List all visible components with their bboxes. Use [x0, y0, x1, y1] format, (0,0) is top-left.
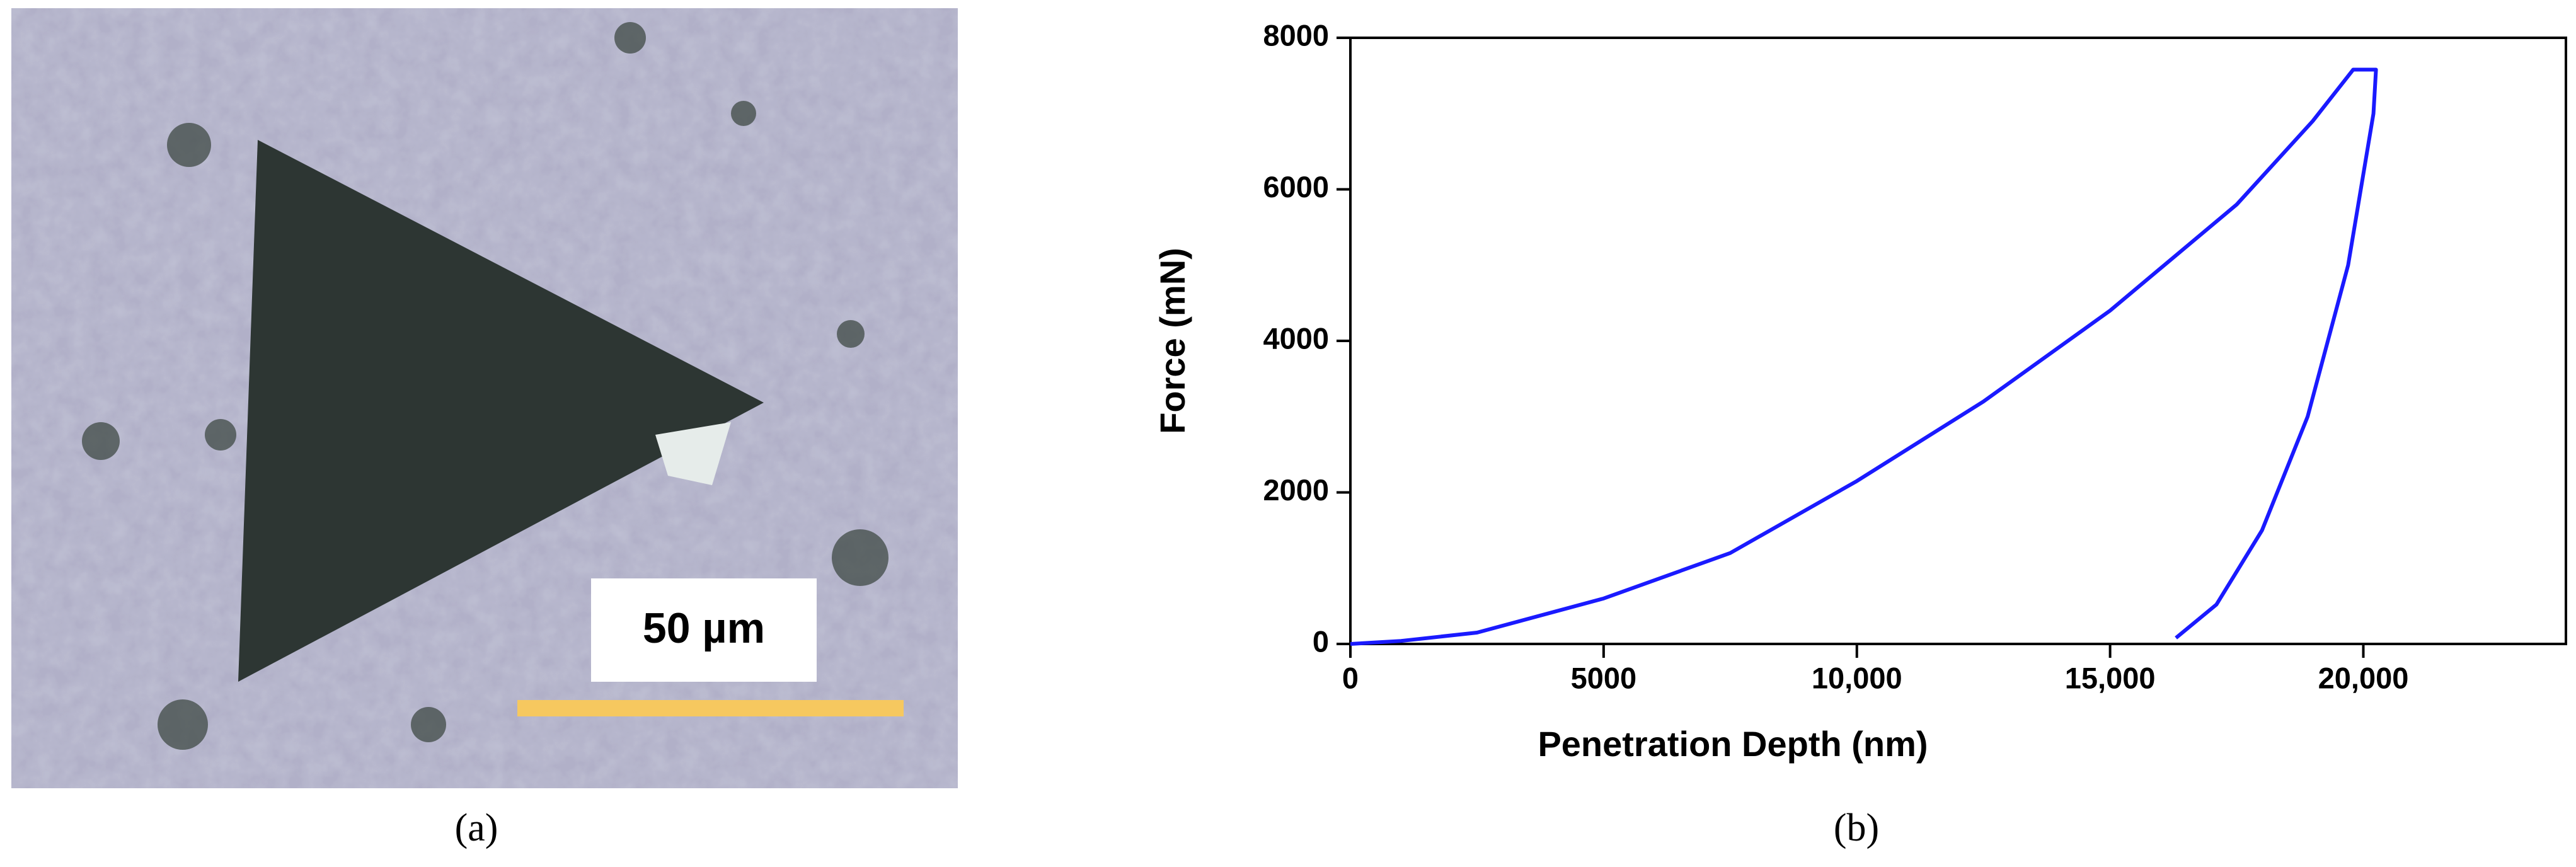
x-tick-label: 15,000 — [2065, 661, 2156, 694]
y-tick-label: 4000 — [1263, 321, 1329, 355]
y-tick-label: 8000 — [1263, 18, 1329, 52]
plot-frame — [1349, 37, 2567, 645]
x-tick-label: 10,000 — [1812, 661, 1902, 694]
indent-chip — [655, 422, 731, 485]
y-axis-label: Force (mN) — [1153, 248, 1192, 434]
x-tick-label: 20,000 — [2318, 661, 2409, 694]
spots — [82, 22, 888, 750]
y-tick-label: 2000 — [1263, 473, 1329, 507]
caption-a: (a) — [455, 807, 498, 849]
y-tick-label: 0 — [1313, 624, 1329, 658]
x-tick-label: 5000 — [1571, 661, 1637, 694]
scale-box — [591, 578, 817, 682]
scale-label: 50 µm — [643, 604, 765, 652]
data-line — [1350, 67, 2378, 646]
x-axis-label: Penetration Depth (nm) — [1538, 724, 1928, 764]
x-tick-label: 0 — [1342, 661, 1359, 694]
micrograph: 50 µm — [11, 8, 958, 788]
caption-b: (b) — [1834, 807, 1879, 849]
y-tick-label: 6000 — [1263, 170, 1329, 204]
indent — [238, 140, 764, 682]
